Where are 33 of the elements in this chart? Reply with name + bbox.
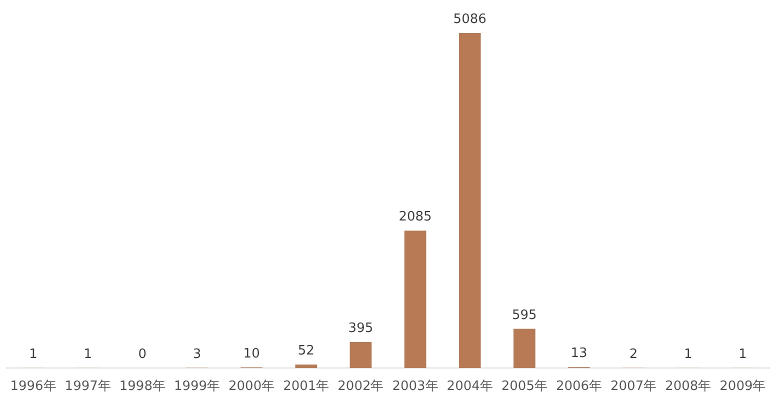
bar: [350, 342, 372, 368]
x-tick-label: 2002年: [338, 379, 384, 394]
x-tick-label: 2007年: [610, 379, 657, 394]
data-label: 2085: [398, 210, 432, 225]
x-tick-label: 2006年: [556, 379, 602, 394]
bar: [295, 364, 318, 368]
x-tick-label: 2003年: [392, 379, 438, 394]
bar: [514, 328, 536, 368]
x-tick-label: 2000年: [228, 379, 275, 394]
x-tick-label: 1997年: [64, 379, 111, 394]
x-tick-label: 1998年: [119, 379, 166, 394]
data-label: 1: [738, 346, 747, 362]
data-label: 0: [138, 347, 147, 362]
data-label: 1: [684, 346, 692, 362]
data-label: 52: [298, 344, 314, 359]
data-label: 595: [512, 308, 537, 323]
data-label: 10: [243, 346, 260, 362]
bar: [404, 230, 426, 368]
data-label: 13: [570, 346, 588, 362]
data-label: 1: [84, 346, 92, 362]
data-label: 2: [629, 346, 638, 362]
x-tick-label: 2009年: [720, 379, 766, 394]
bar: [458, 33, 481, 368]
x-tick-label: 1999年: [174, 379, 220, 394]
x-tick-label: 1996年: [10, 379, 56, 394]
x-tick-label: 2004年: [446, 379, 493, 394]
data-label: 1: [29, 346, 38, 362]
data-label: 3: [192, 346, 202, 362]
x-tick-label: 2005年: [501, 379, 548, 394]
x-tick-label: 2001年: [283, 379, 330, 394]
data-label: 5086: [453, 12, 486, 27]
data-label: 395: [348, 320, 374, 336]
x-tick-label: 2008年: [665, 379, 712, 394]
